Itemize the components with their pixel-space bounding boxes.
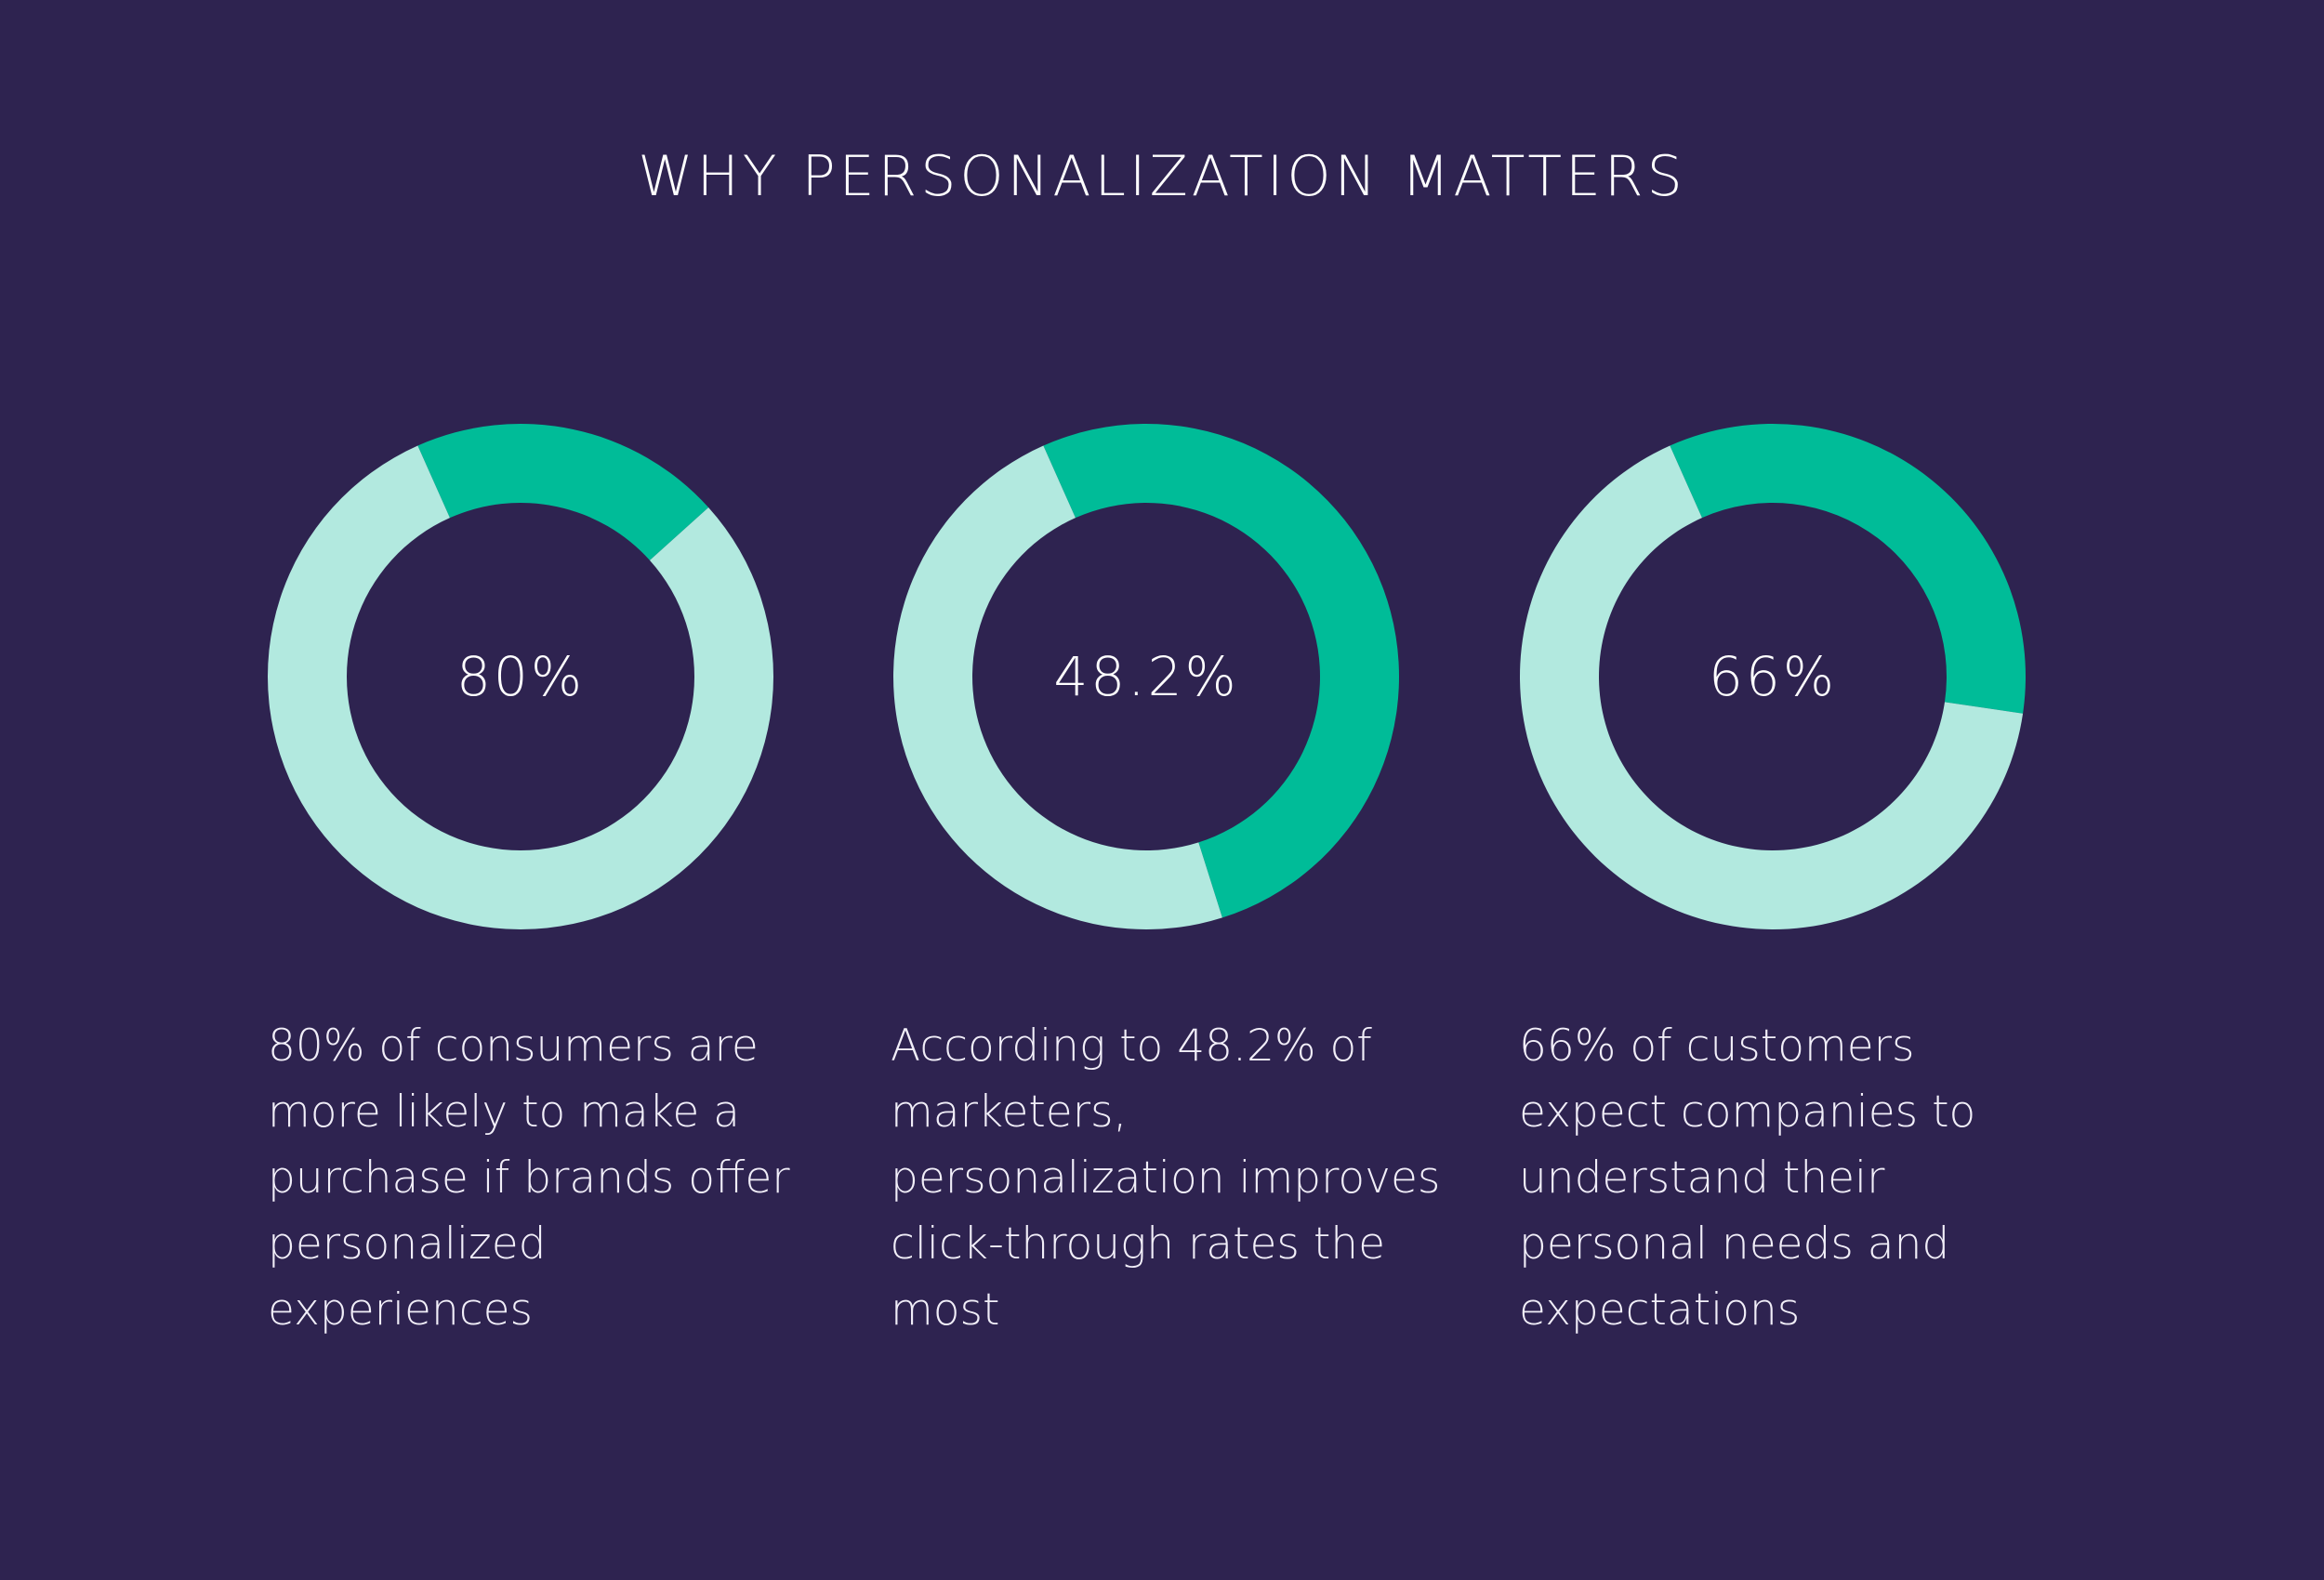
stat-description-1: 80% of consumers are more likely to make… xyxy=(268,1020,790,1336)
donut-center-label: 80% xyxy=(456,645,585,708)
donut-slice-value xyxy=(268,445,774,930)
donut-chart-1: 80% xyxy=(268,424,774,930)
donut-chart-3: 66% xyxy=(1519,424,2026,930)
donut-slice-value xyxy=(892,445,1222,929)
donut-center-label: 48.2% xyxy=(1053,645,1238,708)
donut-slice-remainder xyxy=(417,424,709,560)
donut-slice-value xyxy=(1519,445,2024,930)
donut-center-label: 66% xyxy=(1709,645,1837,708)
donut-slice-remainder xyxy=(1670,424,2026,714)
donut-chart-2: 48.2% xyxy=(892,424,1399,929)
stat-description-3: 66% of customers expect companies to und… xyxy=(1519,1020,1976,1336)
stat-description-2: According to 48.2% of marketers, persona… xyxy=(891,1020,1441,1336)
page-title: WHY PERSONALIZATION MATTERS xyxy=(638,144,1686,209)
donut-slice-remainder xyxy=(1043,424,1399,918)
